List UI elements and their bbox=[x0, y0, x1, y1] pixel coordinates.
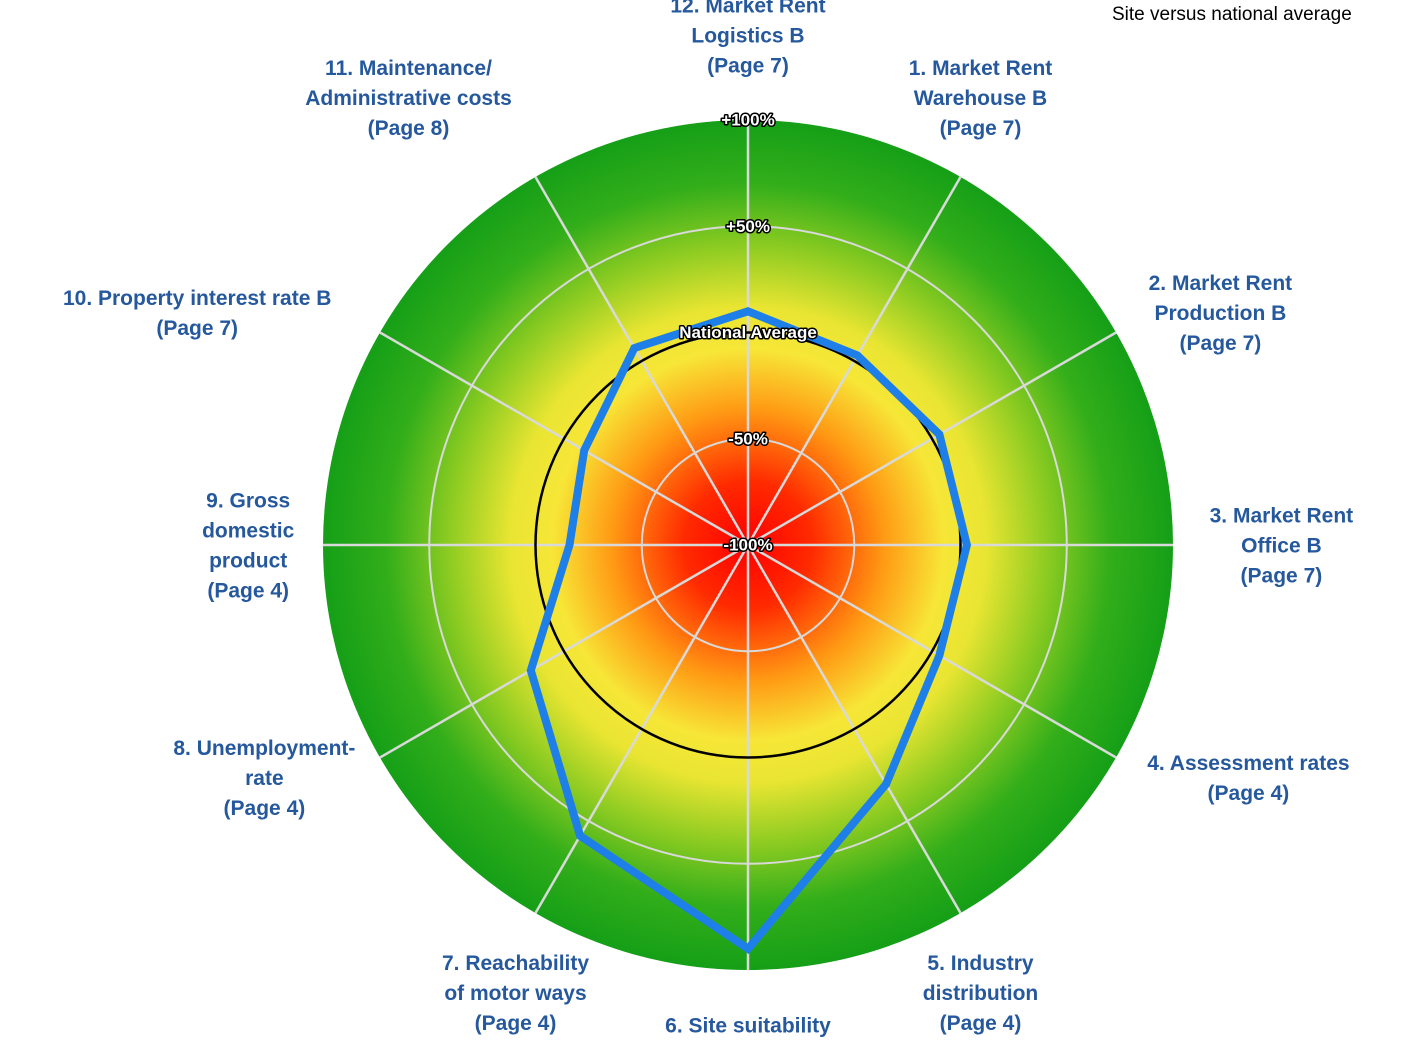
category-label-line: 12. Market Rent bbox=[670, 0, 825, 18]
category-label-line: domestic bbox=[202, 520, 295, 543]
category-label-line: (Page 4) bbox=[1208, 782, 1290, 805]
category-label-8: 8. Unemployment-rate (Page 4) bbox=[173, 737, 355, 820]
category-label-7: 7. Reachability of motor ways (Page 4) bbox=[442, 952, 589, 1035]
category-label-9: 9. Gross domestic product (Page 4) bbox=[202, 490, 295, 603]
national-average-ring bbox=[534, 331, 962, 759]
category-label-line: 4. Assessment rates bbox=[1147, 752, 1349, 775]
category-label-line: Administrative costs bbox=[305, 87, 512, 110]
category-label-line: rate bbox=[245, 767, 284, 790]
category-label-6: 6. Site suitability (Page 4) bbox=[665, 1015, 831, 1046]
category-label-line: of motor ways bbox=[444, 982, 586, 1005]
category-label-line: (Page 7) bbox=[940, 117, 1022, 140]
category-label-11: 11. Maintenance/Administrative costs (Pag… bbox=[305, 57, 512, 140]
ring-label-50: -50% bbox=[728, 429, 768, 448]
category-label-line: (Page 7) bbox=[1241, 565, 1323, 588]
category-labels: 12. Market Rent Logistics B (Page 7) 1. Mar… bbox=[63, 0, 1353, 1046]
category-label-line: (Page 7) bbox=[707, 55, 789, 78]
category-label-line: Office B bbox=[1241, 535, 1322, 558]
category-label-line: (Page 4) bbox=[224, 797, 306, 820]
category-label-line: 9. Gross bbox=[206, 490, 290, 513]
ring-label-100: -100% bbox=[723, 536, 772, 555]
ring-label-50: +50% bbox=[726, 217, 770, 236]
category-label-line: (Page 4) bbox=[707, 1045, 789, 1046]
category-label-line: 5. Industry bbox=[927, 952, 1034, 975]
category-label-1: 1. Market Rent Warehouse B (Page 7) bbox=[909, 57, 1053, 140]
category-label-2: 2. Market Rent Production B (Page 7) bbox=[1149, 272, 1293, 355]
category-label-line: Production B bbox=[1154, 302, 1286, 325]
category-label-line: (Page 4) bbox=[940, 1012, 1022, 1035]
category-label-line: 2. Market Rent bbox=[1149, 272, 1293, 295]
category-label-line: (Page 7) bbox=[1180, 332, 1262, 355]
category-label-line: (Page 8) bbox=[368, 117, 450, 140]
ring-label-100: +100% bbox=[721, 111, 774, 130]
category-label-line: product bbox=[209, 550, 287, 573]
category-label-12: 12. Market Rent Logistics B (Page 7) bbox=[670, 0, 825, 78]
category-label-4: 4. Assessment rates (Page 4) bbox=[1147, 752, 1349, 805]
category-label-line: (Page 7) bbox=[156, 317, 238, 340]
category-label-line: (Page 4) bbox=[475, 1012, 557, 1035]
category-label-10: 10. Property interest rate B (Page 7) bbox=[63, 287, 331, 340]
category-label-line: distribution bbox=[923, 982, 1038, 1005]
category-label-5: 5. Industry distribution (Page 4) bbox=[923, 952, 1038, 1035]
category-label-line: 7. Reachability bbox=[442, 952, 589, 975]
series-line bbox=[526, 307, 972, 955]
category-label-line: 6. Site suitability bbox=[665, 1015, 831, 1038]
category-label-line: 3. Market Rent bbox=[1210, 505, 1354, 528]
ring-label-national-average: National Average bbox=[679, 323, 817, 342]
category-label-line: Logistics B bbox=[691, 25, 804, 48]
category-label-3: 3. Market Rent Office B (Page 7) bbox=[1210, 505, 1354, 588]
chart-subtitle: Site versus national average bbox=[1112, 4, 1352, 25]
category-label-line: 11. Maintenance/ bbox=[325, 57, 492, 80]
category-label-line: 1. Market Rent bbox=[909, 57, 1053, 80]
category-label-line: 8. Unemployment- bbox=[173, 737, 355, 760]
category-label-line: (Page 4) bbox=[207, 580, 289, 603]
ring-labels: -100% -50% National Average +50% +100% bbox=[678, 109, 819, 556]
category-label-line: 10. Property interest rate B bbox=[63, 287, 331, 310]
category-label-line: Warehouse B bbox=[914, 87, 1047, 110]
